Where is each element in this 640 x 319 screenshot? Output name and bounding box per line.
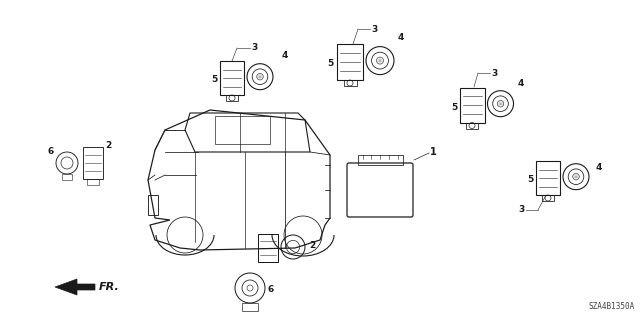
Text: 3: 3 [519,205,525,214]
Text: 2: 2 [309,241,316,250]
Text: 5: 5 [211,76,217,85]
Text: FR.: FR. [99,282,120,292]
Bar [62,174,72,180]
Bar [83,147,103,179]
Bar [148,195,158,215]
Text: 5: 5 [328,60,334,69]
Bar [226,95,238,101]
Text: 5: 5 [528,175,534,184]
Bar [242,303,258,311]
Bar [536,161,560,195]
Text: 3: 3 [251,43,257,53]
Text: 4: 4 [596,164,602,173]
Text: 5: 5 [452,102,458,112]
Bar [337,44,363,80]
Bar [542,195,554,201]
Text: SZA4B1350A: SZA4B1350A [589,302,635,311]
Text: 4: 4 [518,78,524,87]
Bar [87,179,99,185]
Text: 3: 3 [371,25,377,33]
Text: 4: 4 [398,33,404,42]
Bar [358,155,403,165]
Bar [460,87,484,122]
Text: 4: 4 [282,51,289,61]
Polygon shape [55,279,95,295]
Text: 3: 3 [491,69,497,78]
Bar [215,116,270,144]
Bar [258,234,278,262]
Bar [344,80,356,86]
Text: 2: 2 [105,140,111,150]
Bar [220,61,244,95]
Text: 6: 6 [48,146,54,155]
Text: 1: 1 [430,147,436,157]
Text: 6: 6 [268,286,275,294]
Bar [466,122,478,129]
